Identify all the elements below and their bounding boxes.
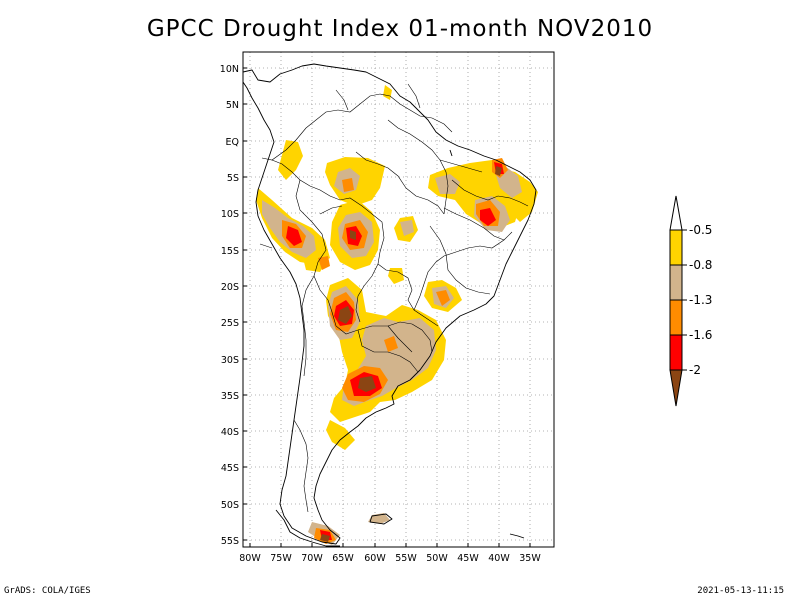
lat-label: 15S — [221, 246, 239, 257]
legend-swatch-severe — [669, 299, 683, 336]
lon-label: 50W — [426, 553, 448, 564]
lon-label: 60W — [364, 553, 386, 564]
lat-label: 50S — [221, 500, 239, 511]
legend-swatch-none — [669, 195, 683, 231]
lat-label: 55S — [221, 536, 239, 547]
legend-swatch-mild — [669, 229, 683, 266]
legend-swatch-extreme — [669, 334, 683, 371]
legend-label: -1.6 — [689, 328, 712, 342]
legend-label: -0.5 — [689, 223, 712, 237]
legend-label: -0.8 — [689, 258, 712, 272]
lat-label: 30S — [221, 355, 239, 366]
lon-label: 75W — [270, 553, 292, 564]
legend-swatch-moderate — [669, 264, 683, 301]
legend-swatch-exceptional — [669, 369, 683, 407]
lon-label: 40W — [488, 553, 510, 564]
lon-label: 45W — [457, 553, 479, 564]
lat-label: EQ — [226, 137, 239, 148]
map-title: GPCC Drought Index 01-month NOV2010 — [146, 16, 654, 42]
lat-label: 40S — [221, 427, 239, 438]
lat-label: 10N — [220, 64, 239, 75]
lat-label: 25S — [221, 318, 239, 329]
lon-label: 65W — [332, 553, 354, 564]
lon-label: 55W — [395, 553, 417, 564]
footer-credit: GrADS: COLA/IGES — [4, 586, 91, 596]
axis-ticks — [243, 67, 531, 547]
lon-label: 70W — [301, 553, 323, 564]
map-frame — [242, 51, 555, 548]
drought-shading — [256, 85, 538, 545]
lon-label: 35W — [519, 553, 541, 564]
country-borders — [259, 83, 529, 513]
color-legend: -0.5 -0.8 -1.3 -1.6 -2 — [669, 195, 712, 407]
lat-label: 5S — [227, 173, 239, 184]
lat-label: 20S — [221, 282, 239, 293]
coastlines — [242, 63, 537, 547]
footer-timestamp: 2021-05-13-11:15 — [697, 586, 784, 596]
lat-label: 5N — [226, 100, 239, 111]
map-grid — [243, 52, 554, 547]
legend-label: -2 — [689, 363, 701, 377]
lat-label: 35S — [221, 391, 239, 402]
lat-label: 45S — [221, 463, 239, 474]
legend-label: -1.3 — [689, 293, 712, 307]
map-area — [243, 52, 554, 547]
lat-label: 10S — [221, 209, 239, 220]
lon-label: 80W — [239, 553, 261, 564]
